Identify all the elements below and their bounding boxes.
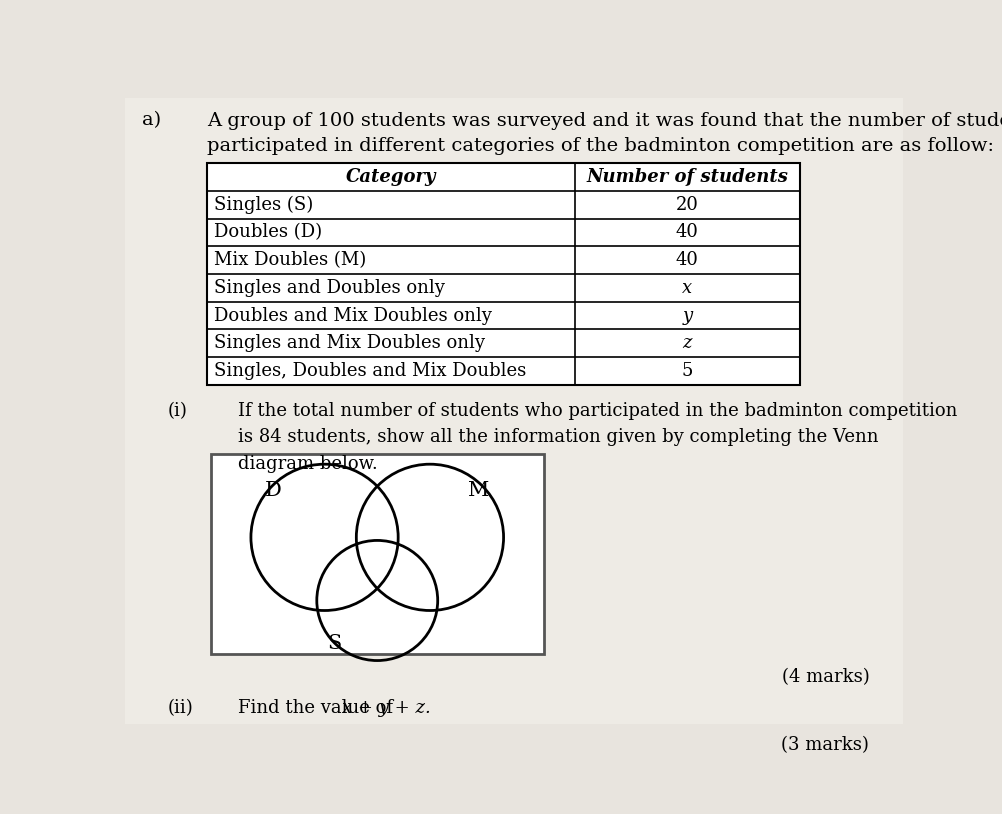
Text: y: y [681, 307, 691, 325]
Text: If the total number of students who participated in the badminton competition
is: If the total number of students who part… [237, 402, 956, 473]
Text: a): a) [142, 112, 161, 129]
Text: x: x [681, 279, 691, 297]
Text: (4 marks): (4 marks) [781, 668, 869, 686]
FancyBboxPatch shape [206, 163, 799, 385]
Text: z: z [681, 335, 691, 352]
Text: (ii): (ii) [167, 699, 193, 717]
Text: Number of students: Number of students [586, 168, 788, 186]
Text: Singles and Mix Doubles only: Singles and Mix Doubles only [214, 335, 485, 352]
Text: Singles (S): Singles (S) [214, 195, 314, 214]
Text: Category: Category [346, 168, 436, 186]
Text: Doubles (D): Doubles (D) [214, 223, 323, 242]
Text: x + y + z.: x + y + z. [342, 699, 431, 717]
Text: Doubles and Mix Doubles only: Doubles and Mix Doubles only [214, 307, 492, 325]
Text: Singles and Doubles only: Singles and Doubles only [214, 279, 445, 297]
Text: Singles, Doubles and Mix Doubles: Singles, Doubles and Mix Doubles [214, 362, 526, 380]
Text: Mix Doubles (M): Mix Doubles (M) [214, 252, 367, 269]
FancyBboxPatch shape [210, 454, 543, 654]
Text: (3 marks): (3 marks) [781, 736, 869, 754]
Text: 5: 5 [681, 362, 692, 380]
Text: D: D [265, 481, 282, 500]
Text: S: S [328, 634, 342, 653]
Text: 20: 20 [675, 195, 698, 214]
Text: A group of 100 students was surveyed and it was found that the number of student: A group of 100 students was surveyed and… [206, 112, 1002, 155]
Text: 40: 40 [675, 252, 698, 269]
Text: M: M [468, 481, 489, 500]
Text: Find the value of: Find the value of [237, 699, 398, 717]
Text: (i): (i) [167, 402, 187, 420]
FancyBboxPatch shape [125, 98, 902, 724]
Text: 40: 40 [675, 223, 698, 242]
